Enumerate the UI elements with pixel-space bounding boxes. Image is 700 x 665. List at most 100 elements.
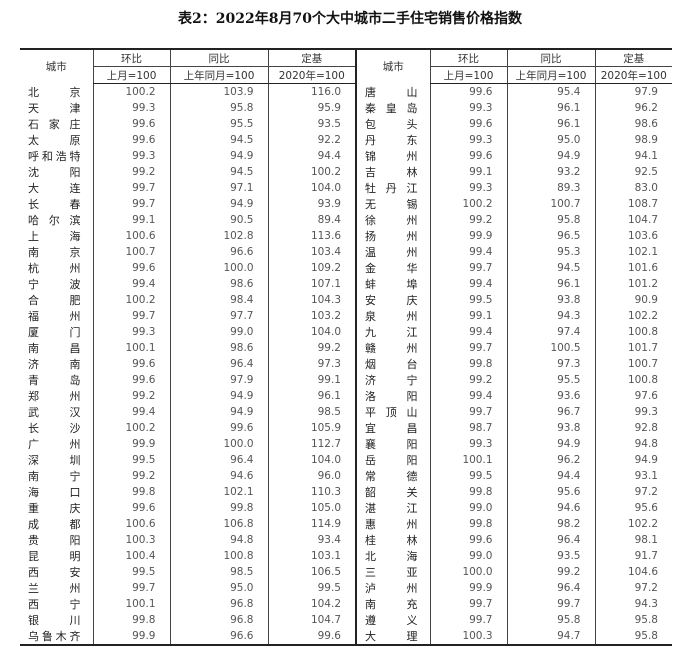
cell-city: 无锡 bbox=[355, 196, 430, 212]
cell-city: 泉州 bbox=[355, 308, 430, 324]
cell-mom: 99.6 bbox=[92, 372, 170, 388]
page-title: 表2：2022年8月70个大中城市二手住宅销售价格指数 bbox=[178, 11, 522, 27]
cell-mom: 99.6 bbox=[92, 116, 170, 132]
cell-mom: 99.6 bbox=[92, 500, 170, 516]
cell-yoy: 94.4 bbox=[506, 468, 595, 484]
cell-mom: 99.4 bbox=[429, 244, 507, 260]
cell-yoy: 89.3 bbox=[506, 180, 595, 196]
cell-mom: 100.1 bbox=[92, 596, 170, 612]
cell-base: 98.6 bbox=[594, 116, 672, 132]
cell-city: 宜昌 bbox=[355, 420, 430, 436]
cell-base: 103.6 bbox=[594, 228, 672, 244]
cell-mom: 99.2 bbox=[429, 372, 507, 388]
cell-city: 吉林 bbox=[355, 164, 430, 180]
cell-city: 大连 bbox=[28, 182, 81, 195]
cell-yoy: 95.0 bbox=[506, 132, 595, 148]
table-row: 长沙 100.2 99.6 105.9 宜昌 98.7 93.8 92.8 bbox=[20, 420, 672, 436]
cell-yoy: 99.0 bbox=[169, 324, 268, 340]
cell-base: 103.4 bbox=[267, 244, 356, 260]
cell-yoy: 99.2 bbox=[506, 564, 595, 580]
cell-mom: 99.3 bbox=[92, 148, 170, 164]
cell-base: 107.1 bbox=[267, 276, 356, 292]
cell-yoy: 94.9 bbox=[506, 148, 595, 164]
table-row: 杭州 99.6 100.0 109.2 金华 99.7 94.5 101.6 bbox=[20, 260, 672, 276]
cell-base: 104.7 bbox=[594, 212, 672, 228]
cell-mom: 100.4 bbox=[92, 548, 170, 564]
cell-yoy: 93.2 bbox=[506, 164, 595, 180]
cell-base: 94.4 bbox=[267, 148, 356, 164]
cell-yoy: 94.9 bbox=[169, 388, 268, 404]
cell-city: 青岛 bbox=[28, 374, 81, 387]
cell-mom: 99.2 bbox=[429, 212, 507, 228]
cell-mom: 99.6 bbox=[92, 356, 170, 372]
cell-mom: 99.2 bbox=[92, 388, 170, 404]
cell-mom: 99.9 bbox=[92, 436, 170, 452]
cell-city: 成都 bbox=[28, 518, 81, 531]
cell-city: 武汉 bbox=[28, 406, 81, 419]
cell-city: 南充 bbox=[355, 596, 430, 612]
cell-mom: 99.6 bbox=[92, 260, 170, 276]
cell-base: 94.1 bbox=[594, 148, 672, 164]
cell-mom: 99.4 bbox=[429, 276, 507, 292]
cell-yoy: 96.1 bbox=[506, 116, 595, 132]
cell-city: 赣州 bbox=[355, 340, 430, 356]
cell-base: 83.0 bbox=[594, 180, 672, 196]
cell-yoy: 93.5 bbox=[506, 548, 595, 564]
table-row: 太原 99.6 94.5 92.2 丹东 99.3 95.0 98.9 bbox=[20, 132, 672, 148]
cell-mom: 99.8 bbox=[92, 484, 170, 500]
cell-city: 秦皇岛 bbox=[355, 100, 430, 116]
cell-yoy: 99.7 bbox=[506, 596, 595, 612]
cell-city: 三亚 bbox=[355, 564, 430, 580]
cell-mom: 99.9 bbox=[429, 580, 507, 596]
cell-base: 112.7 bbox=[267, 436, 356, 452]
table-row: 上海 100.6 102.8 113.6 扬州 99.9 96.5 103.6 bbox=[20, 228, 672, 244]
cell-city: 金华 bbox=[355, 260, 430, 276]
cell-yoy: 96.6 bbox=[169, 628, 268, 646]
cell-city: 锦州 bbox=[355, 148, 430, 164]
header-yoy-sub: 上年同月=100 bbox=[506, 66, 595, 84]
cell-base: 95.6 bbox=[594, 500, 672, 516]
cell-mom: 99.2 bbox=[92, 468, 170, 484]
cell-mom: 100.2 bbox=[92, 83, 170, 100]
cell-base: 106.5 bbox=[267, 564, 356, 580]
cell-yoy: 96.4 bbox=[506, 580, 595, 596]
cell-base: 99.2 bbox=[267, 340, 356, 356]
table-row: 昆明 100.4 100.8 103.1 北海 99.0 93.5 91.7 bbox=[20, 548, 672, 564]
cell-yoy: 99.8 bbox=[169, 500, 268, 516]
cell-mom: 100.6 bbox=[92, 228, 170, 244]
cell-city: 昆明 bbox=[28, 550, 81, 563]
table-row: 贵阳 100.3 94.8 93.4 桂林 99.6 96.4 98.1 bbox=[20, 532, 672, 548]
cell-yoy: 100.8 bbox=[169, 548, 268, 564]
table-row: 福州 99.7 97.7 103.2 泉州 99.1 94.3 102.2 bbox=[20, 308, 672, 324]
cell-base: 89.4 bbox=[267, 212, 356, 228]
cell-mom: 99.9 bbox=[429, 228, 507, 244]
cell-city: 大理 bbox=[355, 628, 430, 646]
table-row: 呼和浩特 99.3 94.9 94.4 锦州 99.6 94.9 94.1 bbox=[20, 148, 672, 164]
cell-base: 100.7 bbox=[594, 356, 672, 372]
header-city: 城市 bbox=[355, 48, 430, 84]
cell-mom: 99.4 bbox=[92, 404, 170, 420]
cell-mom: 99.9 bbox=[92, 628, 170, 646]
cell-city: 长沙 bbox=[28, 422, 81, 435]
table-row: 沈阳 99.2 94.5 100.2 吉林 99.1 93.2 92.5 bbox=[20, 164, 672, 180]
cell-city: 西宁 bbox=[28, 598, 81, 611]
cell-yoy: 96.6 bbox=[169, 244, 268, 260]
table-row: 宁波 99.4 98.6 107.1 蚌埠 99.4 96.1 101.2 bbox=[20, 276, 672, 292]
cell-yoy: 106.8 bbox=[169, 516, 268, 532]
table-row: 重庆 99.6 99.8 105.0 湛江 99.0 94.6 95.6 bbox=[20, 500, 672, 516]
cell-yoy: 95.5 bbox=[169, 116, 268, 132]
cell-base: 108.7 bbox=[594, 196, 672, 212]
cell-city: 桂林 bbox=[355, 532, 430, 548]
cell-mom: 100.0 bbox=[429, 564, 507, 580]
cell-base: 105.0 bbox=[267, 500, 356, 516]
cell-city: 徐州 bbox=[355, 212, 430, 228]
header-yoy-sub: 上年同月=100 bbox=[169, 66, 268, 84]
cell-city: 厦门 bbox=[28, 326, 81, 339]
cell-mom: 99.3 bbox=[429, 436, 507, 452]
cell-base: 101.7 bbox=[594, 340, 672, 356]
cell-yoy: 94.7 bbox=[506, 628, 595, 646]
cell-base: 104.0 bbox=[267, 324, 356, 340]
cell-yoy: 96.4 bbox=[169, 356, 268, 372]
cell-city: 唐山 bbox=[355, 83, 430, 100]
cell-mom: 99.6 bbox=[429, 148, 507, 164]
